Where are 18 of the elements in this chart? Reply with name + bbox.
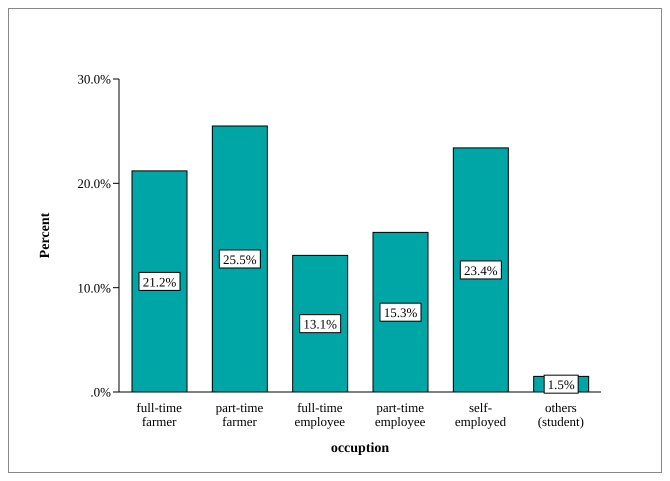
data-label: 1.5%: [548, 377, 575, 392]
data-label: 23.4%: [464, 262, 498, 278]
data-label: 13.1%: [303, 316, 338, 332]
y-tick-label: .0%: [90, 384, 112, 400]
x-axis-title: occuption: [330, 441, 390, 456]
x-tick-label: full-time farmer: [136, 400, 182, 429]
x-tick-label: part-time employee: [374, 400, 426, 429]
y-axis-title: Percent: [38, 212, 53, 258]
data-label: 15.3%: [384, 305, 418, 320]
data-label: 21.2%: [142, 274, 176, 290]
y-tick-label: 20.0%: [77, 176, 112, 191]
x-tick-label: full-time employee: [294, 400, 346, 429]
x-tick-label: self-employed: [454, 400, 507, 429]
x-tick-label: others (student): [538, 400, 584, 429]
y-tick-label: 30.0%: [77, 72, 112, 87]
y-tick-label: 10.0%: [77, 280, 112, 296]
x-tick-label: part-time farmer: [216, 400, 264, 429]
data-label: 25.5%: [223, 252, 257, 267]
